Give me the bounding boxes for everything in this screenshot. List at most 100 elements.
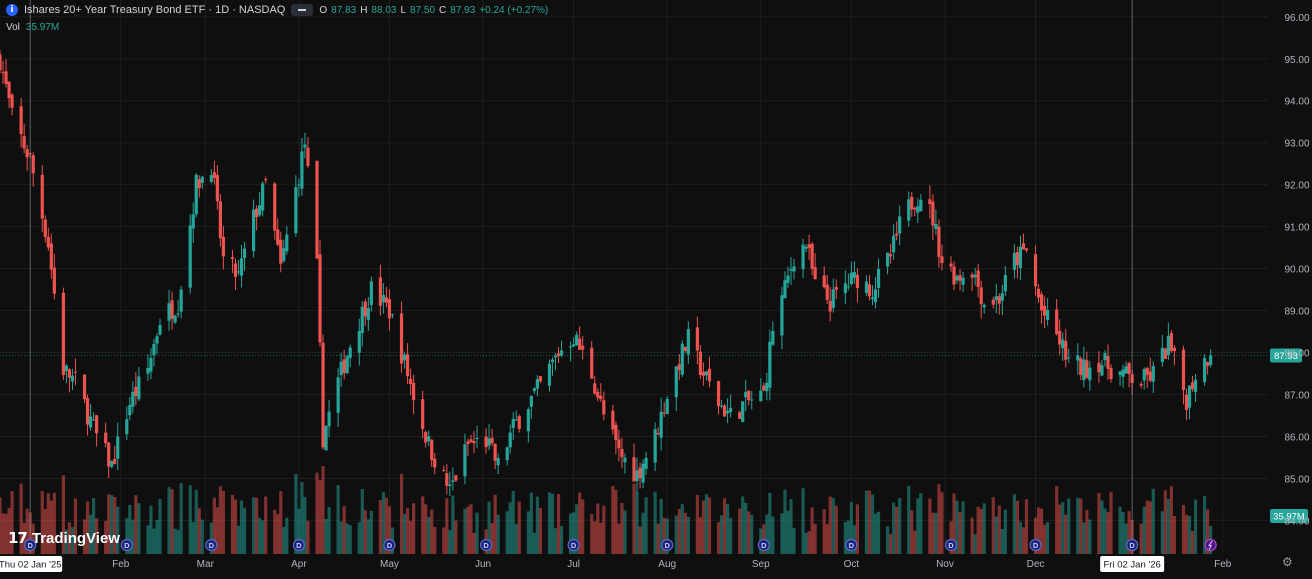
candle-body (771, 331, 775, 345)
volume-bar (490, 523, 494, 554)
x-tick-label: Aug (658, 559, 676, 570)
volume-bar (212, 497, 216, 554)
candle-body (218, 201, 222, 239)
volume-bar (514, 523, 518, 554)
candle-body (952, 266, 956, 285)
volume-bar (596, 503, 600, 554)
candle-body (387, 299, 392, 319)
candle-body (759, 390, 763, 402)
volume-bar (765, 514, 769, 554)
volume-bar (1190, 530, 1195, 554)
volume-bar (994, 516, 998, 554)
candle-body (378, 277, 382, 306)
candle-body (686, 329, 690, 355)
collapse-icon[interactable] (291, 4, 314, 16)
candle-body (762, 385, 766, 391)
info-icon[interactable]: i (6, 4, 18, 16)
volume-bar (744, 502, 748, 554)
dividend-marker-label: D (209, 541, 215, 550)
dividend-marker-icon (757, 538, 770, 552)
volume-bar (95, 518, 99, 554)
volume-bar (242, 507, 247, 554)
volume-bar (686, 516, 690, 554)
volume-bar (252, 497, 256, 554)
candle-body (741, 401, 745, 422)
candle-body (95, 415, 99, 434)
volume-bar (170, 489, 174, 554)
volume-bar (910, 510, 914, 554)
candle-body (1166, 336, 1170, 356)
candle-body (448, 484, 452, 486)
gear-icon[interactable]: ⚙ (1282, 555, 1293, 569)
open-label: O (319, 4, 328, 16)
volume-bar (780, 513, 784, 554)
y-tick-label: 94.00 (1284, 97, 1309, 108)
candle-body (940, 256, 944, 264)
dividend-marker-icon (944, 538, 958, 552)
candle-body (1012, 253, 1016, 270)
volume-bar (593, 521, 597, 554)
volume-bar (200, 519, 204, 554)
candle-body (427, 436, 431, 442)
volume-bar (493, 494, 497, 554)
candle-body (928, 199, 932, 205)
volume-bar (285, 517, 289, 554)
volume-bar (1079, 498, 1083, 554)
candle-body (1169, 332, 1173, 352)
volume-bar (1000, 528, 1004, 554)
volume-bar (10, 491, 14, 554)
candle-body (529, 395, 533, 407)
candle-body (783, 280, 787, 298)
candle-body (70, 375, 75, 382)
candle-body (179, 289, 183, 312)
candle-body (273, 183, 277, 231)
volume-bar (113, 497, 117, 554)
symbol-title[interactable]: Ishares 20+ Year Treasury Bond ETF · 1D … (24, 4, 286, 16)
candle-body (822, 275, 826, 288)
volume-bar (559, 526, 564, 554)
candle-body (1106, 356, 1110, 369)
volume-bar (768, 492, 772, 554)
volume-bar (741, 496, 745, 554)
candle-body (128, 405, 132, 416)
volume-bar (665, 518, 669, 554)
candle-body (1100, 365, 1104, 376)
volume-bar (873, 513, 878, 554)
candle-body (695, 327, 699, 351)
tradingview-logo[interactable]: 17 TradingView (8, 529, 120, 547)
candle-body (191, 214, 195, 229)
candle-body (895, 233, 899, 236)
volume-bar (73, 498, 78, 554)
volume-bar (303, 497, 307, 554)
volume-bar (526, 511, 530, 554)
volume-bar (1148, 501, 1152, 554)
dividend-marker-label: D (296, 541, 302, 550)
candle-body (146, 368, 150, 374)
dividend-marker-icon (292, 538, 305, 552)
candle-body (635, 470, 639, 482)
candle-body (1127, 363, 1131, 375)
volume-bar (64, 529, 69, 554)
candle-body (300, 151, 304, 189)
volume-label[interactable]: Vol (6, 22, 20, 33)
x-tick-label: Feb (1214, 559, 1232, 570)
volume-bar (677, 509, 681, 554)
volume-bar (569, 513, 573, 554)
volume-bar (1160, 511, 1164, 554)
volume-bar (611, 485, 615, 554)
volume-bar (632, 483, 636, 554)
candle-body (1058, 331, 1062, 345)
volume-bar (116, 506, 120, 554)
candle-body (505, 447, 509, 461)
volume-bar (1076, 497, 1080, 554)
volume-bar (430, 509, 434, 554)
volume-bar (1064, 514, 1068, 554)
candle-body (43, 219, 47, 238)
volume-bar (209, 522, 213, 554)
volume-bar (653, 491, 657, 554)
volume-bar (1121, 512, 1125, 554)
volume-bar (1039, 508, 1044, 554)
